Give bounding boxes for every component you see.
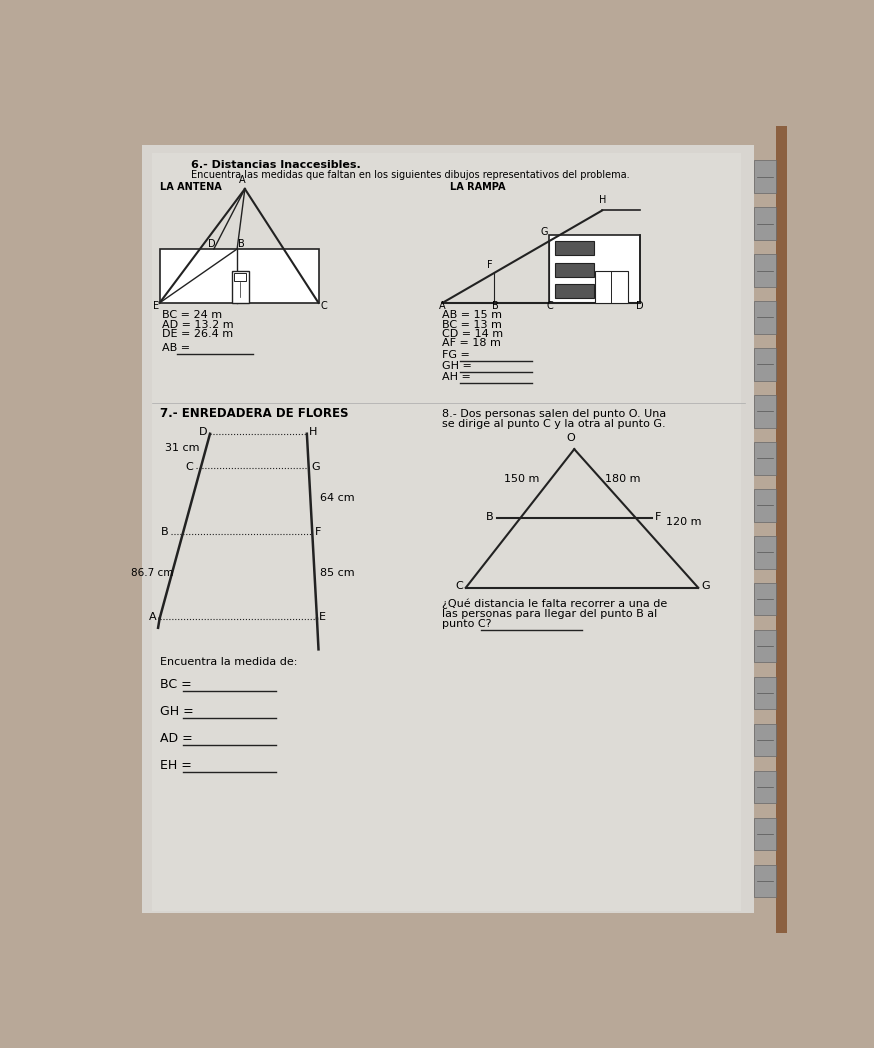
Text: LA ANTENA: LA ANTENA <box>160 182 221 193</box>
Text: 8.- Dos personas salen del punto O. Una: 8.- Dos personas salen del punto O. Una <box>442 409 667 419</box>
Text: 64 cm: 64 cm <box>320 493 355 503</box>
Bar <box>234 272 246 281</box>
Bar <box>754 302 776 333</box>
Text: BC = 24 m: BC = 24 m <box>162 310 222 321</box>
Bar <box>754 208 776 240</box>
Text: 150 m: 150 m <box>504 474 540 483</box>
Text: E: E <box>154 301 160 311</box>
Text: A: A <box>439 301 445 311</box>
Bar <box>152 153 741 911</box>
Text: AB =: AB = <box>162 343 193 352</box>
Bar <box>754 489 776 522</box>
Bar <box>754 395 776 428</box>
Text: G: G <box>311 462 320 472</box>
Text: 180 m: 180 m <box>606 474 641 483</box>
Bar <box>549 235 640 303</box>
Text: Encuentra las medidas que faltan en los siguientes dibujos representativos del p: Encuentra las medidas que faltan en los … <box>191 170 629 180</box>
Text: FG =: FG = <box>442 350 474 361</box>
Text: E: E <box>319 612 326 623</box>
Text: G: G <box>701 582 710 591</box>
Text: B: B <box>492 301 499 311</box>
Bar <box>754 537 776 568</box>
Bar <box>754 818 776 850</box>
Text: C: C <box>185 462 193 472</box>
Bar <box>232 270 249 303</box>
Text: G: G <box>541 227 548 237</box>
Text: B: B <box>238 239 245 249</box>
Text: 85 cm: 85 cm <box>320 568 355 578</box>
Text: F: F <box>487 260 492 270</box>
Text: 86.7 cm: 86.7 cm <box>131 568 173 578</box>
Text: GH =: GH = <box>160 705 198 718</box>
Text: D: D <box>208 239 215 249</box>
Text: H: H <box>309 428 317 437</box>
Text: LA RAMPA: LA RAMPA <box>450 182 506 193</box>
Text: CD = 14 m: CD = 14 m <box>442 329 503 339</box>
Text: 120 m: 120 m <box>666 517 701 526</box>
Bar <box>754 442 776 475</box>
Bar <box>754 348 776 380</box>
Text: punto C?: punto C? <box>442 619 496 629</box>
Bar <box>754 771 776 804</box>
Text: las personas para llegar del punto B al: las personas para llegar del punto B al <box>442 609 658 619</box>
Bar <box>595 270 628 303</box>
Bar <box>754 865 776 897</box>
Text: Encuentra la medida de:: Encuentra la medida de: <box>160 657 297 667</box>
Bar <box>555 241 593 255</box>
Text: se dirige al punto C y la otra al punto G.: se dirige al punto C y la otra al punto … <box>442 419 666 429</box>
Text: AD = 13.2 m: AD = 13.2 m <box>162 320 233 329</box>
Text: EH =: EH = <box>160 759 196 771</box>
Text: 31 cm: 31 cm <box>165 442 199 453</box>
Text: 6.- Distancias Inaccesibles.: 6.- Distancias Inaccesibles. <box>191 160 360 170</box>
Text: F: F <box>315 527 321 538</box>
Bar <box>754 255 776 287</box>
Text: A: A <box>149 612 156 623</box>
Text: D: D <box>199 428 208 437</box>
Text: B: B <box>161 527 168 538</box>
Text: D: D <box>636 301 644 311</box>
Text: DE = 26.4 m: DE = 26.4 m <box>162 329 233 339</box>
Text: C: C <box>546 301 553 311</box>
Text: GH =: GH = <box>442 362 475 371</box>
Text: C: C <box>320 301 327 311</box>
Text: BC =: BC = <box>160 678 196 691</box>
Bar <box>754 583 776 615</box>
Bar <box>754 630 776 662</box>
Text: ¿Qué distancia le falta recorrer a una de: ¿Qué distancia le falta recorrer a una d… <box>442 598 668 609</box>
Text: A: A <box>239 175 245 184</box>
Text: B: B <box>486 512 494 522</box>
Text: AF = 18 m: AF = 18 m <box>442 337 502 348</box>
Text: O: O <box>566 434 575 443</box>
Text: BC = 13 m: BC = 13 m <box>442 320 503 329</box>
Bar <box>754 677 776 709</box>
Bar <box>754 160 776 193</box>
Bar <box>555 263 593 277</box>
Text: F: F <box>655 512 662 522</box>
Text: 7.- ENREDADERA DE FLORES: 7.- ENREDADERA DE FLORES <box>160 407 348 420</box>
Bar <box>776 126 787 933</box>
Text: H: H <box>599 195 607 204</box>
Text: AB = 15 m: AB = 15 m <box>442 310 503 321</box>
Bar <box>160 249 318 303</box>
Text: AH =: AH = <box>442 372 475 381</box>
Text: AD =: AD = <box>160 732 197 745</box>
Bar <box>555 284 593 299</box>
Text: C: C <box>454 582 462 591</box>
Bar <box>754 724 776 757</box>
